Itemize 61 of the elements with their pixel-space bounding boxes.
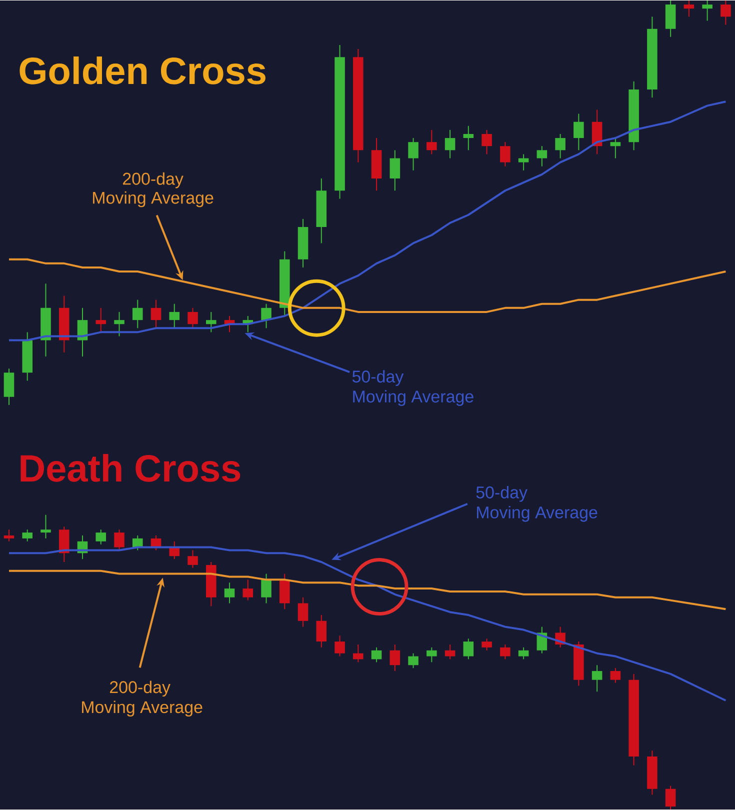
- candlestick: [720, 0, 731, 26]
- candlestick: [518, 154, 529, 171]
- candlestick: [150, 299, 162, 329]
- candlestick: [555, 133, 566, 159]
- candlestick: [482, 129, 492, 155]
- candlestick: [536, 146, 548, 167]
- candlestick: [408, 652, 418, 669]
- candlestick: [279, 573, 290, 610]
- candlestick: [169, 303, 180, 329]
- candlestick: [4, 529, 14, 542]
- candlestick: [188, 307, 198, 329]
- candlestick: [390, 644, 400, 672]
- candlestick: [58, 526, 70, 562]
- candlestick: [444, 129, 456, 159]
- candlestick: [261, 573, 272, 604]
- annotation: Moving Average: [353, 390, 474, 406]
- candlestick: [334, 635, 345, 657]
- candlestick: [352, 644, 364, 663]
- candlestick: [298, 596, 308, 628]
- candlestick: [114, 529, 124, 551]
- annotation: Moving Average: [476, 506, 598, 522]
- candlestick: [592, 664, 602, 692]
- candlestick: [610, 138, 621, 159]
- candlestick: [206, 311, 216, 333]
- candlestick: [408, 138, 418, 171]
- candlestick: [242, 579, 254, 601]
- annotation: 200-day: [122, 172, 184, 188]
- candlestick: [390, 150, 400, 192]
- candlestick: [500, 142, 510, 167]
- candlestick: [96, 529, 106, 545]
- text: Golden Cross: [20, 56, 266, 84]
- candlestick: [188, 550, 198, 568]
- candlestick: [22, 529, 32, 542]
- candlestick: [224, 582, 235, 604]
- candlestick: [371, 646, 382, 663]
- annotation: 200-day: [110, 680, 170, 697]
- candlestick: [574, 113, 584, 151]
- candlestick: [518, 646, 529, 660]
- candlestick: [40, 514, 51, 539]
- candlestick: [261, 303, 272, 329]
- candlestick: [444, 644, 456, 660]
- candlestick: [96, 307, 106, 333]
- annotation: 50-day: [352, 370, 404, 386]
- text: 50-day: [476, 486, 528, 502]
- candlestick: [665, 785, 676, 810]
- candlestick: [610, 668, 621, 684]
- candlestick: [132, 534, 143, 551]
- chart-title: Death Cross: [20, 454, 240, 482]
- candlestick: [684, 0, 694, 18]
- candlestick: [426, 129, 437, 155]
- candlestick: [463, 125, 474, 151]
- candlestick: [500, 644, 510, 660]
- candlestick: [463, 638, 474, 660]
- candlestick: [482, 638, 492, 651]
- annotation: Moving Average: [92, 191, 214, 208]
- candlestick: [702, 0, 712, 22]
- candlestick: [316, 614, 327, 648]
- annotation: Moving Average: [82, 700, 202, 717]
- candlestick: [114, 311, 124, 337]
- candlestick: [132, 299, 143, 329]
- candlestick: [426, 646, 437, 663]
